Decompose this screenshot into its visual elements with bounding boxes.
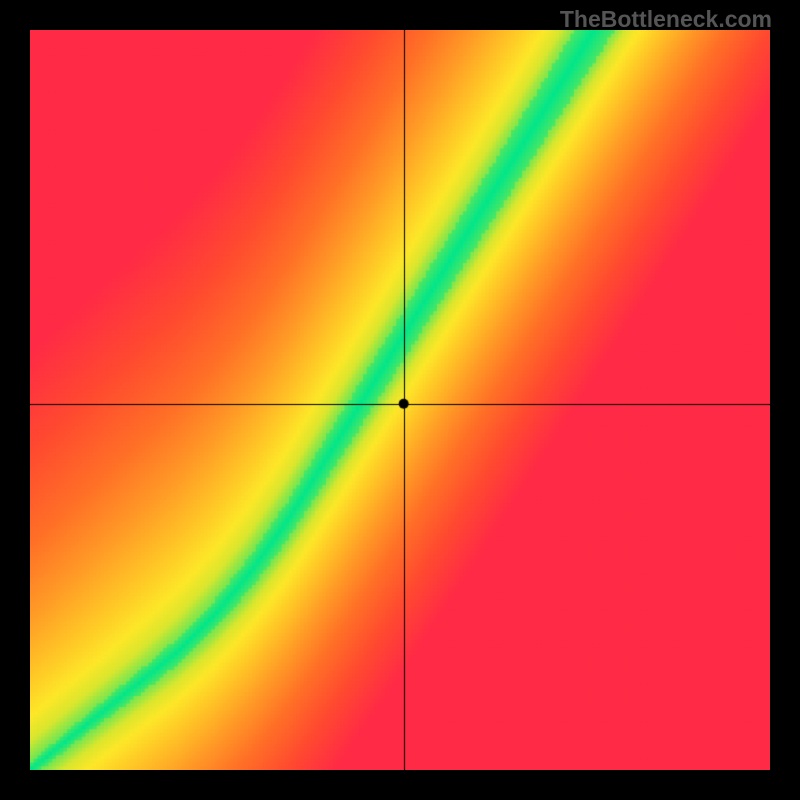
watermark-text: TheBottleneck.com [560, 6, 772, 33]
bottleneck-heatmap [30, 30, 770, 770]
chart-container: TheBottleneck.com [0, 0, 800, 800]
